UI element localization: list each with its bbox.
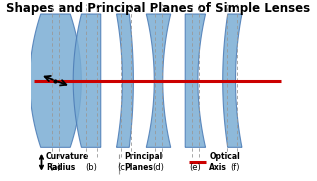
Text: Principal
Planes: Principal Planes (124, 152, 162, 172)
Text: (e): (e) (190, 163, 201, 172)
Polygon shape (73, 14, 101, 147)
Text: Optical
Axis: Optical Axis (209, 152, 240, 172)
Text: Curvature
Radius: Curvature Radius (46, 152, 89, 172)
Polygon shape (117, 14, 133, 147)
Polygon shape (185, 14, 205, 147)
Text: Shapes and Principal Planes of Simple Lenses: Shapes and Principal Planes of Simple Le… (6, 2, 311, 15)
Polygon shape (223, 14, 242, 147)
Text: (b): (b) (85, 163, 97, 172)
Text: (f): (f) (230, 163, 240, 172)
Text: (a): (a) (50, 163, 61, 172)
Polygon shape (30, 14, 81, 147)
Text: (d): (d) (152, 163, 165, 172)
Polygon shape (146, 14, 171, 147)
Text: (c): (c) (117, 163, 128, 172)
